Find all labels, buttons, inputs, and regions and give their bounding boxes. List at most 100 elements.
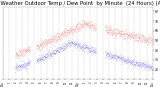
Point: [35, 59, 38, 60]
Point: [92, 48, 94, 49]
Point: [70, 40, 73, 42]
Point: [143, 66, 146, 68]
Point: [116, 30, 118, 31]
Point: [133, 61, 136, 63]
Point: [151, 32, 153, 34]
Point: [132, 61, 134, 62]
Point: [70, 35, 73, 36]
Point: [64, 36, 67, 38]
Point: [22, 64, 25, 66]
Point: [74, 26, 77, 28]
Point: [74, 43, 77, 45]
Point: [55, 40, 58, 41]
Point: [47, 39, 50, 41]
Point: [61, 30, 64, 32]
Point: [149, 68, 152, 69]
Point: [81, 49, 84, 51]
Point: [119, 55, 122, 57]
Point: [43, 44, 45, 46]
Point: [104, 26, 106, 28]
Point: [110, 55, 112, 57]
Point: [105, 56, 107, 57]
Point: [55, 50, 58, 52]
Point: [36, 60, 39, 62]
Point: [131, 33, 133, 34]
Point: [83, 45, 86, 46]
Point: [126, 34, 128, 35]
Point: [117, 31, 120, 32]
Point: [122, 60, 125, 62]
Point: [20, 54, 22, 55]
Point: [46, 43, 48, 44]
Point: [130, 33, 132, 35]
Point: [129, 61, 131, 62]
Point: [93, 50, 95, 52]
Point: [121, 31, 124, 32]
Point: [113, 57, 115, 59]
Point: [118, 30, 121, 32]
Point: [141, 34, 143, 35]
Point: [52, 53, 54, 54]
Point: [41, 58, 43, 59]
Point: [88, 25, 90, 26]
Point: [113, 55, 116, 56]
Point: [24, 65, 27, 67]
Point: [41, 46, 43, 47]
Point: [142, 39, 145, 40]
Point: [24, 63, 27, 65]
Point: [88, 24, 91, 25]
Point: [70, 31, 73, 32]
Point: [82, 23, 85, 25]
Point: [60, 36, 63, 37]
Point: [84, 20, 87, 21]
Point: [104, 52, 107, 53]
Point: [24, 50, 27, 51]
Point: [88, 24, 91, 25]
Point: [130, 60, 132, 62]
Point: [92, 24, 94, 26]
Point: [18, 65, 21, 66]
Point: [57, 35, 60, 36]
Point: [57, 47, 59, 49]
Point: [49, 53, 51, 54]
Point: [112, 32, 114, 33]
Point: [62, 32, 64, 33]
Point: [104, 29, 106, 31]
Point: [76, 27, 79, 29]
Point: [44, 42, 46, 43]
Point: [93, 28, 95, 29]
Point: [23, 63, 25, 65]
Point: [149, 67, 151, 68]
Point: [87, 25, 89, 27]
Point: [17, 54, 19, 56]
Point: [46, 54, 48, 55]
Point: [140, 38, 142, 39]
Point: [132, 65, 135, 67]
Point: [47, 55, 49, 56]
Point: [46, 43, 48, 44]
Point: [125, 34, 127, 35]
Point: [123, 61, 125, 62]
Point: [120, 58, 122, 59]
Point: [146, 65, 149, 66]
Point: [143, 38, 145, 39]
Point: [76, 46, 78, 48]
Point: [123, 33, 125, 35]
Point: [27, 62, 29, 63]
Point: [27, 60, 30, 61]
Point: [40, 43, 42, 44]
Point: [60, 48, 62, 49]
Point: [52, 41, 54, 42]
Point: [39, 54, 42, 56]
Point: [72, 47, 74, 48]
Point: [57, 38, 60, 40]
Point: [149, 67, 152, 68]
Point: [87, 47, 89, 48]
Point: [26, 60, 29, 62]
Point: [73, 44, 76, 45]
Point: [83, 23, 85, 24]
Point: [92, 51, 95, 53]
Point: [17, 56, 19, 57]
Point: [37, 46, 40, 47]
Point: [130, 67, 132, 69]
